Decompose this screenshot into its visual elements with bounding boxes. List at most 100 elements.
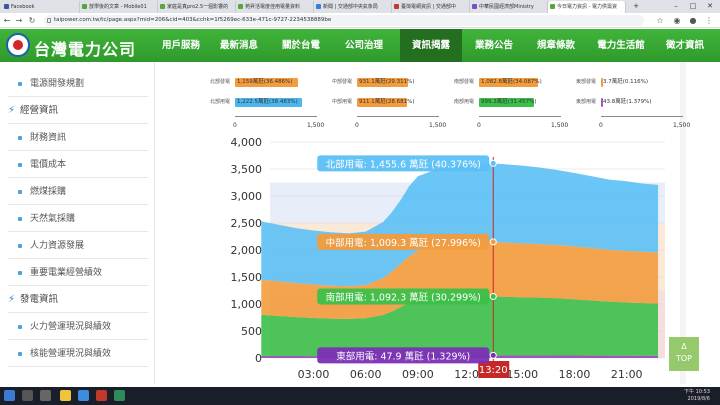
new-tab-button[interactable]: + xyxy=(633,2,639,10)
x-tick-label: 21:00 xyxy=(611,368,643,381)
tab-label: 今日電力資訊 - 電力供需資 xyxy=(557,4,617,10)
y-tick-label: 3,000 xyxy=(231,190,263,203)
back-icon[interactable]: ← xyxy=(3,16,11,25)
reload-icon[interactable]: ↻ xyxy=(28,16,36,25)
lock-icon xyxy=(47,18,51,23)
sidebar-item[interactable]: 電價成本 xyxy=(0,151,154,179)
browser-tab[interactable]: 中華民國經濟部Ministry xyxy=(470,1,548,13)
nav-menu-item[interactable]: 規章條款 xyxy=(536,40,575,51)
region-bar-tick: 0 xyxy=(355,122,359,129)
close-icon[interactable]: ✕ xyxy=(707,2,713,10)
start-icon[interactable] xyxy=(4,390,15,401)
nav-menu-item[interactable]: 公司治理 xyxy=(344,40,383,51)
tooltip-box xyxy=(317,233,490,250)
sidebar-divider xyxy=(8,123,148,124)
tooltip-text: 南部用電: 1,092.3 萬瓩 (30.299%) xyxy=(326,291,481,303)
sidebar-divider xyxy=(8,150,148,151)
sidebar-section-heading[interactable]: ⚡ 發電資訊 xyxy=(0,289,154,311)
nav-menu-item[interactable]: 電力生活館 xyxy=(597,40,645,51)
region-bar-group: 東部發電 3.7萬瓩(0.116%) 東部用電 43.8萬瓩(1.379%) 0 1,50… xyxy=(576,70,691,132)
region-bar xyxy=(479,78,539,87)
browser-tab[interactable]: 苑昇活電度佳用電量資料 xyxy=(236,1,314,13)
tooltip-box xyxy=(317,155,490,172)
region-bar-label: 北部發電 xyxy=(210,79,231,85)
browser-tab[interactable]: 今日電力資訊 - 電力供需資 xyxy=(548,1,626,13)
nav-menu-item[interactable]: 用戶服務 xyxy=(161,40,200,51)
region-bar-value: 1,082.8萬瓩(34.087%) xyxy=(481,79,542,85)
extension-icon[interactable]: ◉ xyxy=(673,16,681,25)
excel-icon[interactable] xyxy=(114,390,125,401)
x-tick-label: 09:00 xyxy=(402,368,434,381)
menu-dots-icon[interactable]: ⋮ xyxy=(705,16,713,25)
sidebar-item[interactable]: 燃煤採購 xyxy=(0,178,154,206)
region-bar-label: 東部發電 xyxy=(576,79,597,85)
nav-menu-item[interactable]: 關於台電 xyxy=(281,40,320,51)
taskbar-date: 2019/8/6 xyxy=(687,396,710,402)
region-bar-label: 中部用電 xyxy=(332,99,353,105)
minimize-icon[interactable]: – xyxy=(674,2,678,10)
file-explorer-icon[interactable] xyxy=(60,390,71,401)
sidebar-divider xyxy=(8,96,148,97)
tooltip-text: 中部用電: 1,009.3 萬瓩 (27.996%) xyxy=(326,237,481,249)
region-bar-group: 中部發電 931.1萬瓩(29.311%) 中部用電 911.1萬瓩(28.681%)… xyxy=(332,70,446,132)
region-bar xyxy=(235,78,299,87)
sidebar-item[interactable]: 核能營運現況與績效 xyxy=(0,340,154,368)
sidebar-item[interactable]: 電源開發規劃 xyxy=(0,70,154,98)
sidebar: 電源開發規劃 ⚡ 經營資訊財務資訊電價成本 燃煤採購 天然氣採購人力資源發展重要電業經營… xyxy=(0,62,155,384)
nav-menu-item[interactable]: 最新消息 xyxy=(219,40,258,51)
nav-menu-item[interactable]: 徵才資訊 xyxy=(665,40,704,51)
sidebar-section-heading[interactable]: ⚡ 經營資訊 xyxy=(0,100,154,122)
browser-tab[interactable]: 臺灣電網資訊 | 交通部中 xyxy=(392,1,470,13)
region-bar-label: 東部用電 xyxy=(576,99,597,105)
url-field[interactable]: taipower.com.tw/tc/page.aspx?mid=206&cid… xyxy=(44,15,644,26)
sidebar-item[interactable]: 天然氣採購 xyxy=(0,205,154,233)
y-tick-label: 500 xyxy=(241,325,262,338)
sidebar-divider xyxy=(8,204,148,205)
bullet-icon xyxy=(18,163,22,167)
lightning-icon: ⚡ xyxy=(8,294,16,305)
browser-tab[interactable]: 放學後的文章 - Mobile01 xyxy=(80,1,158,13)
maximize-icon[interactable]: □ xyxy=(689,2,697,10)
sidebar-item-label: 財務資訊 xyxy=(30,133,67,143)
back-to-top-button[interactable]: Δ TOP xyxy=(669,337,699,371)
region-bar-value: 3.7萬瓩(0.116%) xyxy=(603,79,649,85)
back-to-top-label: TOP xyxy=(675,354,692,363)
taskbar-clock: 下午 10:53 2019/8/6 xyxy=(684,389,710,403)
task-view-icon[interactable] xyxy=(40,390,51,401)
sidebar-item[interactable]: 財務資訊 xyxy=(0,124,154,152)
chrome-icon[interactable] xyxy=(78,390,89,401)
app-icon[interactable] xyxy=(96,390,107,401)
forward-icon[interactable]: → xyxy=(15,16,23,25)
star-icon[interactable]: ☆ xyxy=(656,16,664,25)
sidebar-item-label: 重要電業經營績效 xyxy=(30,268,103,278)
region-bar-label: 中部發電 xyxy=(332,79,353,85)
tab-favicon-icon xyxy=(4,4,9,9)
page-scrollbar[interactable] xyxy=(680,62,686,384)
tab-label: 臺灣電網資訊 | 交通部中 xyxy=(401,4,456,10)
region-bar-label: 北部用電 xyxy=(210,99,231,105)
search-icon[interactable] xyxy=(22,390,33,401)
tooltip-marker xyxy=(489,238,497,246)
sidebar-item[interactable]: 火力營運現況與績效 xyxy=(0,313,154,341)
tab-favicon-icon xyxy=(394,4,399,9)
nav-menu-item[interactable]: 業務公告 xyxy=(474,40,513,51)
profile-icon[interactable]: ● xyxy=(689,16,697,25)
sidebar-item[interactable]: 重要電業經營績效 xyxy=(0,259,154,287)
lightning-icon: ⚡ xyxy=(8,105,16,116)
region-bar-tick: 1,500 xyxy=(673,122,691,129)
region-bar-value: 931.1萬瓩(29.311%) xyxy=(359,79,415,85)
browser-tab[interactable]: 新聞 | 交通部中央氣象局 xyxy=(314,1,392,13)
bullet-icon xyxy=(18,325,22,329)
sidebar-item[interactable]: 人力資源發展 xyxy=(0,232,154,260)
series-area xyxy=(261,296,659,357)
region-bar xyxy=(601,98,604,107)
windows-taskbar: 下午 10:53 2019/8/6 xyxy=(0,387,720,405)
browser-tab[interactable]: 家庭是真pro2.5一個影響的 xyxy=(158,1,236,13)
sidebar-divider xyxy=(8,231,148,232)
taipower-logo[interactable]: 台灣電力公司 xyxy=(4,31,154,60)
region-bar-tick: 0 xyxy=(233,122,237,129)
nav-menu-item[interactable]: 資訊揭露 xyxy=(400,29,462,62)
tooltip-marker xyxy=(489,351,497,359)
browser-tab[interactable]: Facebook xyxy=(2,1,80,13)
sidebar-item-label: 人力資源發展 xyxy=(30,241,85,251)
